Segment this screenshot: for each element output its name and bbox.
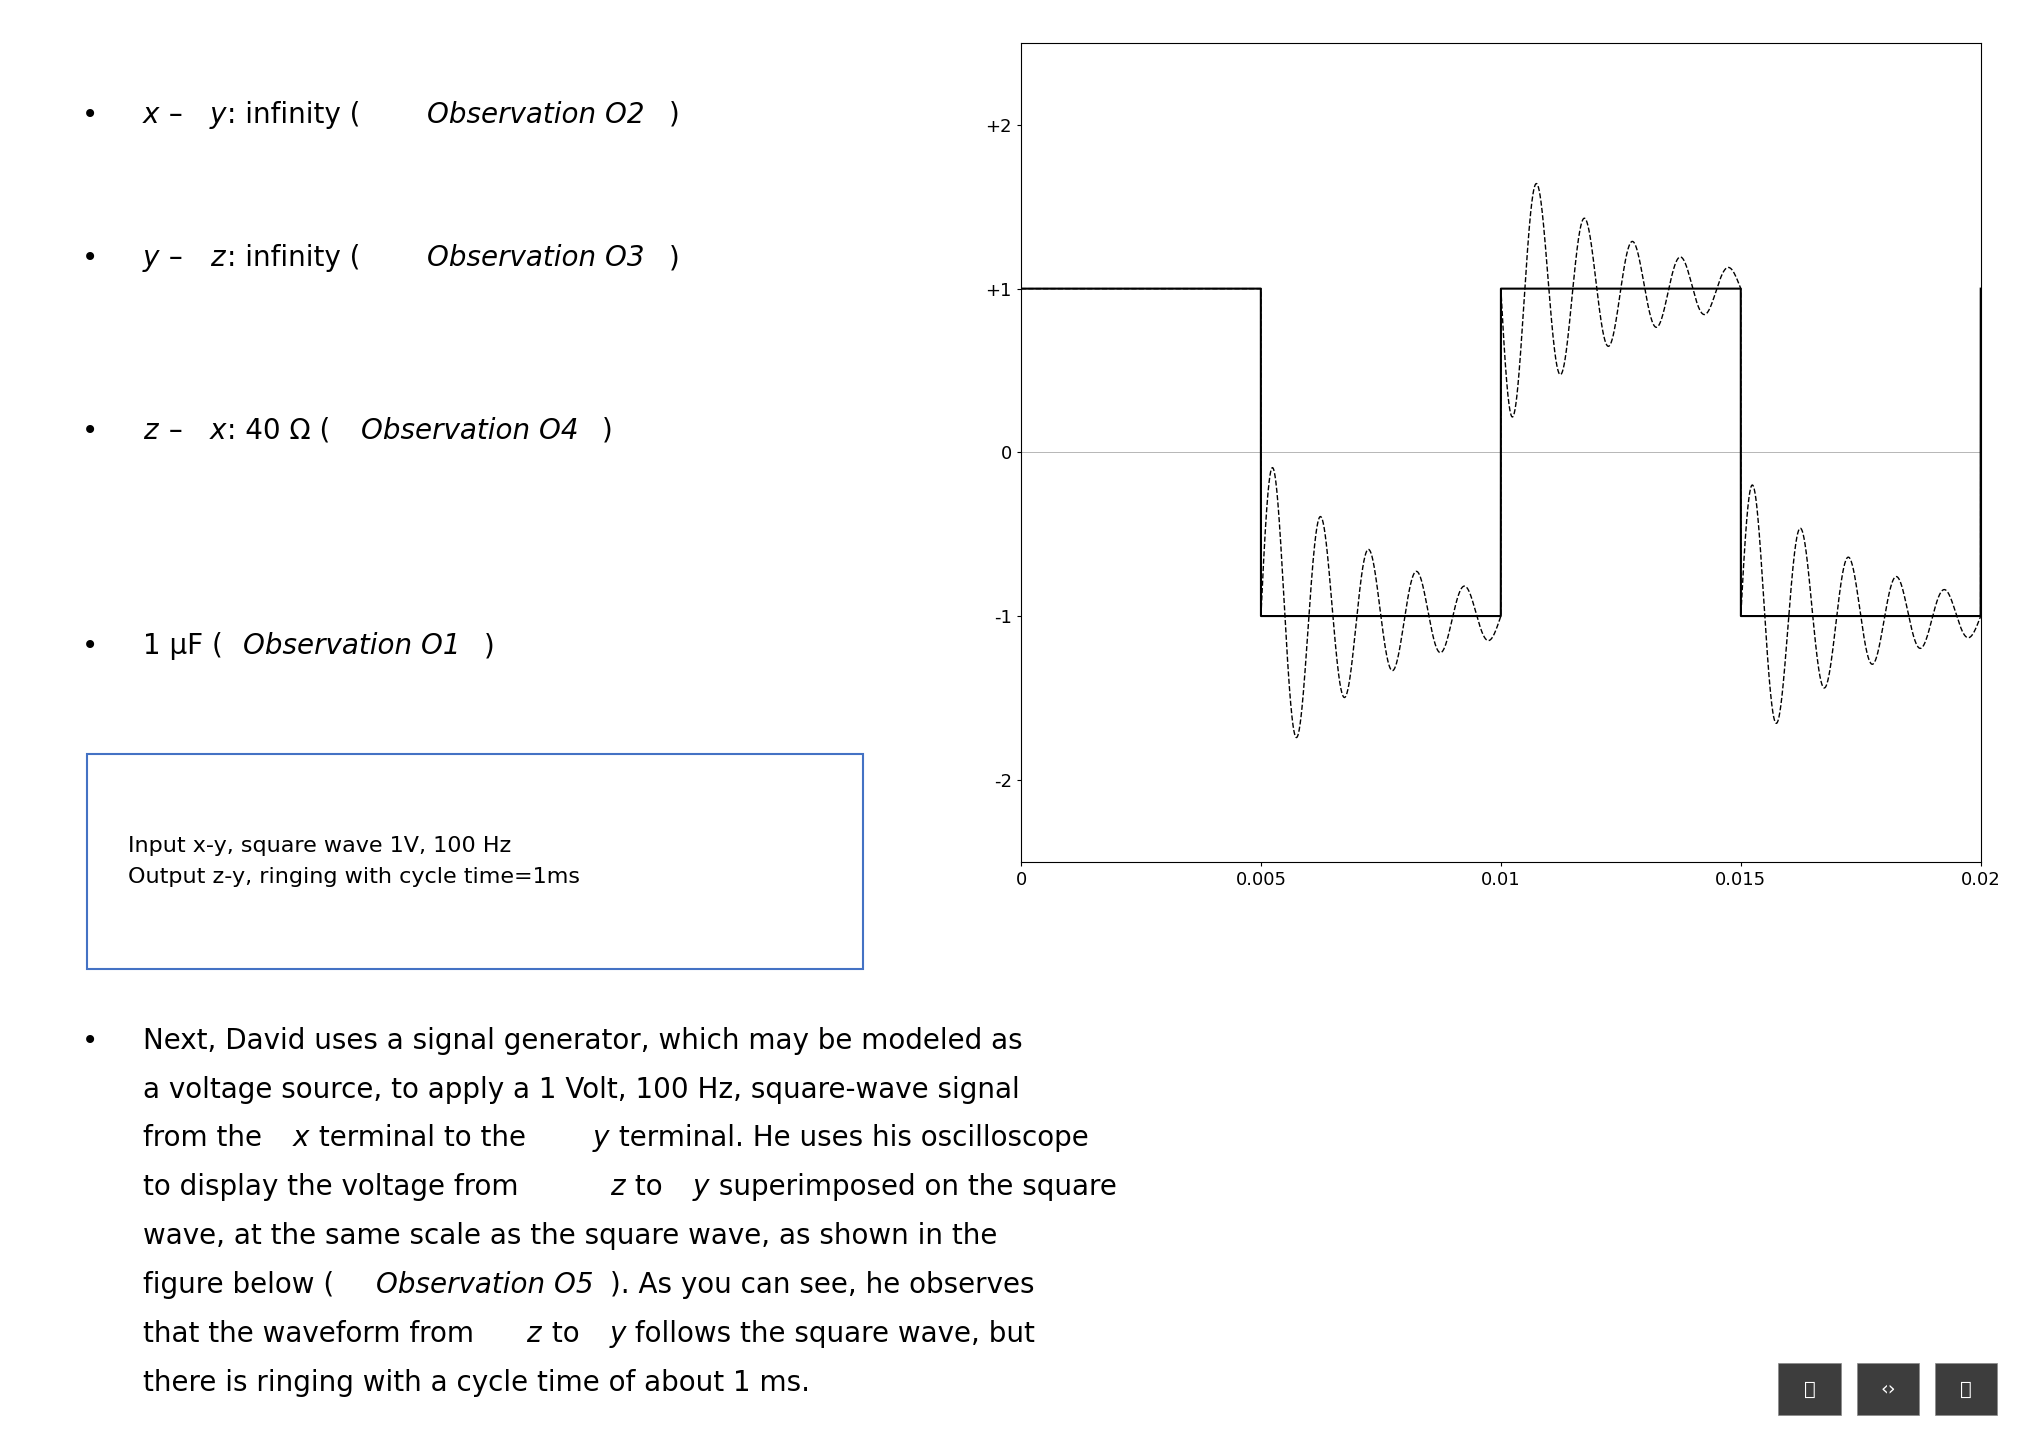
Text: terminal to the: terminal to the (310, 1124, 535, 1152)
Text: ‹›: ‹› (1881, 1380, 1895, 1399)
Text: : infinity (: : infinity ( (227, 101, 361, 129)
Text: from the: from the (143, 1124, 272, 1152)
Text: z: z (611, 1173, 625, 1200)
Text: ): ) (668, 244, 680, 273)
Text: ). As you can see, he observes: ). As you can see, he observes (611, 1271, 1033, 1298)
Text: z: z (210, 244, 225, 273)
Text: •: • (82, 244, 98, 273)
Text: •: • (82, 632, 98, 661)
Text: •: • (82, 1027, 98, 1054)
Text: •: • (82, 416, 98, 445)
Text: z: z (143, 416, 157, 445)
Text: to: to (627, 1173, 672, 1200)
Text: wave, at the same scale as the square wave, as shown in the: wave, at the same scale as the square wa… (143, 1222, 996, 1249)
Text: superimposed on the square: superimposed on the square (711, 1173, 1117, 1200)
Text: y: y (143, 244, 159, 273)
Text: y: y (210, 101, 227, 129)
Text: follows the square wave, but: follows the square wave, but (627, 1320, 1035, 1347)
Text: –: – (159, 244, 192, 273)
Text: to display the voltage from: to display the voltage from (143, 1173, 527, 1200)
Text: Observation O5: Observation O5 (376, 1271, 594, 1298)
Bar (1779, 1364, 1840, 1416)
Bar (1856, 1364, 1919, 1416)
Text: ): ) (668, 101, 680, 129)
Text: there is ringing with a cycle time of about 1 ms.: there is ringing with a cycle time of ab… (143, 1369, 811, 1396)
Text: Input x-y, square wave 1V, 100 Hz
Output z-y, ringing with cycle time=1ms: Input x-y, square wave 1V, 100 Hz Output… (127, 836, 580, 887)
Text: Observation O1: Observation O1 (243, 632, 459, 661)
Text: x: x (292, 1124, 308, 1152)
Bar (1934, 1364, 1997, 1416)
Text: Next, David uses a signal generator, which may be modeled as: Next, David uses a signal generator, whi… (143, 1027, 1023, 1054)
Text: a voltage source, to apply a 1 Volt, 100 Hz, square-wave signal: a voltage source, to apply a 1 Volt, 100… (143, 1076, 1019, 1103)
Text: y: y (692, 1173, 709, 1200)
Text: x: x (143, 101, 159, 129)
FancyBboxPatch shape (86, 754, 862, 969)
Text: : 40 Ω (: : 40 Ω ( (227, 416, 331, 445)
Text: Observation O2: Observation O2 (427, 101, 645, 129)
Text: : infinity (: : infinity ( (227, 244, 361, 273)
Text: –: – (159, 101, 192, 129)
Text: Observation O3: Observation O3 (427, 244, 645, 273)
Text: y: y (611, 1320, 627, 1347)
Text: –: – (159, 416, 192, 445)
Text: ): ) (484, 632, 494, 661)
Text: that the waveform from: that the waveform from (143, 1320, 482, 1347)
Text: z: z (527, 1320, 541, 1347)
Text: 1 μF (: 1 μF ( (143, 632, 223, 661)
Text: figure below (: figure below ( (143, 1271, 335, 1298)
Text: ⌕: ⌕ (1960, 1380, 1973, 1399)
Text: •: • (82, 101, 98, 129)
Text: ⛶: ⛶ (1803, 1380, 1815, 1399)
Text: terminal. He uses his oscilloscope: terminal. He uses his oscilloscope (611, 1124, 1088, 1152)
Text: Observation O4: Observation O4 (361, 416, 578, 445)
Text: ): ) (602, 416, 613, 445)
Text: y: y (592, 1124, 609, 1152)
Text: to: to (543, 1320, 588, 1347)
Text: x: x (210, 416, 227, 445)
